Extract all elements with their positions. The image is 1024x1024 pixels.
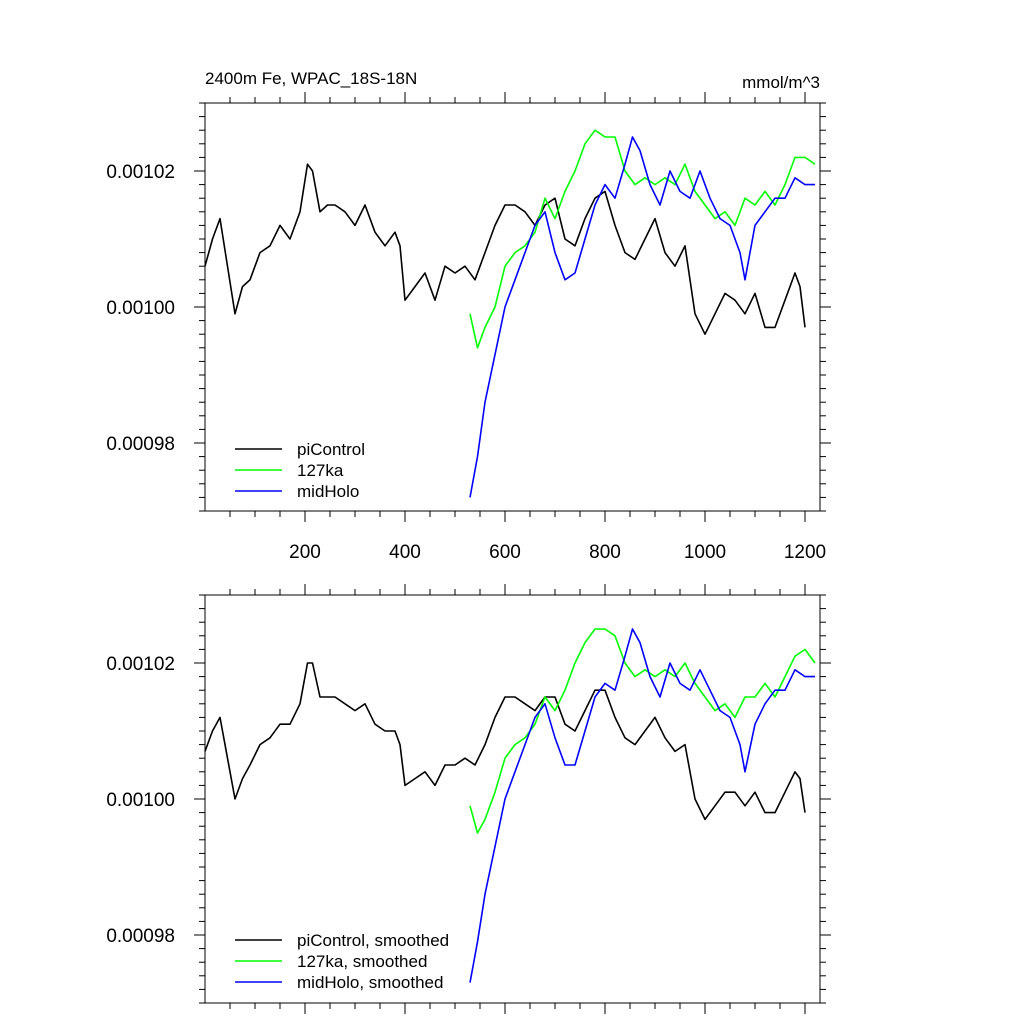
panel-smoothed-ytick-label: 0.00102: [106, 654, 175, 675]
panel-smoothed-legend-label-2: midHolo, smoothed: [297, 973, 443, 992]
panel-raw-xtick-label: 400: [389, 542, 421, 563]
panel-raw-series-line-0: [204, 163, 806, 336]
panel-smoothed-ytick-label: 0.00100: [106, 790, 175, 811]
panel-smoothed-series-line-0: [204, 662, 806, 821]
units-label: mmol/m^3: [742, 73, 820, 92]
panel-raw-xtick-label: 1200: [784, 542, 826, 563]
panel-raw-legend-label-0: piControl: [297, 440, 365, 459]
panel-smoothed-series-line-1: [469, 628, 816, 834]
panel-raw-ytick-label: 0.00100: [106, 298, 175, 319]
panel-raw-xtick-label: 600: [489, 542, 521, 563]
panel-smoothed-series-line-2: [469, 628, 815, 983]
panel-raw-series-line-1: [469, 129, 816, 349]
panel-smoothed: 0.00098 0.00100 0.00102 piControl, smoothed…: [106, 584, 831, 1014]
panel-raw-ytick-label: 0.00098: [106, 434, 175, 455]
panel-raw-xtick-label: 1000: [684, 542, 726, 563]
panel-raw-legend-label-1: 127ka: [297, 461, 344, 480]
panel-raw-legend-label-2: midHolo: [297, 482, 359, 501]
panel-smoothed-legend-label-1: 127ka, smoothed: [297, 952, 427, 971]
panel-raw: 0.00098 0.00100 0.00102 200 400 600 800 1000 120…: [106, 92, 831, 563]
panel-smoothed-ytick-label: 0.00098: [106, 926, 175, 947]
panel-smoothed-legend-label-0: piControl, smoothed: [297, 931, 449, 950]
panel-raw-xtick-label: 200: [289, 542, 321, 563]
panel-raw-ytick-label: 0.00102: [106, 162, 175, 183]
panel-raw-series-line-2: [469, 136, 815, 498]
chart-title: 2400m Fe, WPAC_18S-18N: [205, 69, 417, 88]
panel-raw-xtick-label: 800: [589, 542, 621, 563]
